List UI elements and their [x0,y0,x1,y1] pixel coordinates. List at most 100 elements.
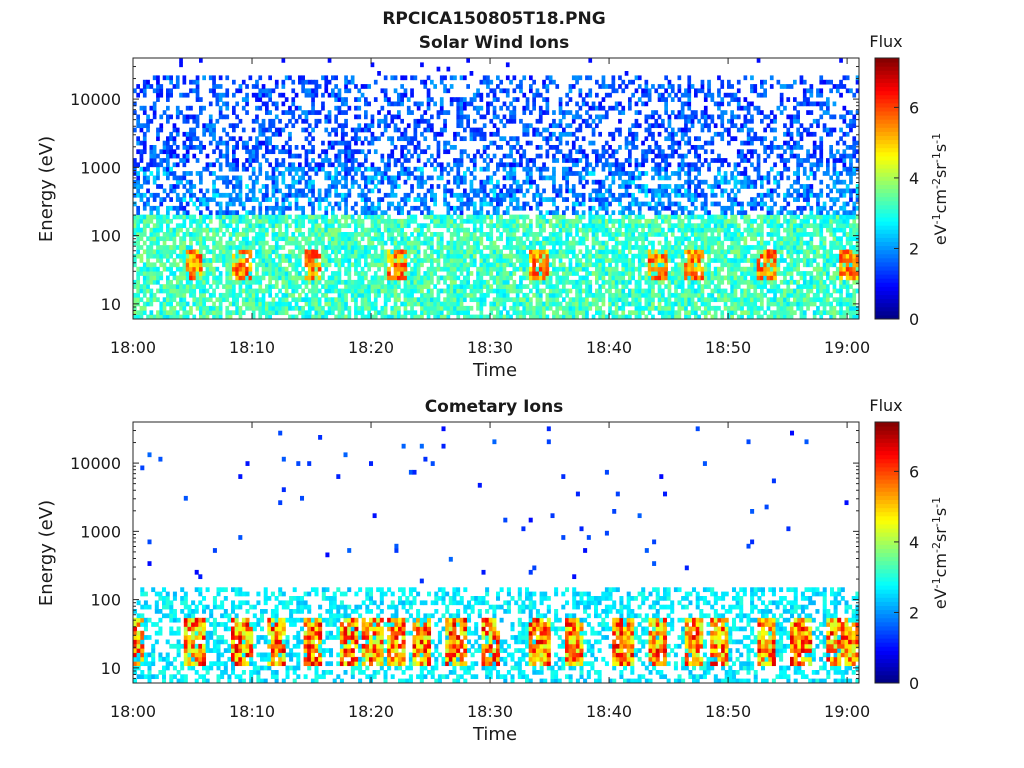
spectrogram-cell [195,240,200,246]
spectrogram-cell [525,301,530,307]
spectrogram-cell [423,201,428,207]
spectrogram-cell [185,266,190,272]
spectrogram-cell [542,245,546,250]
spectrogram-cell [512,188,517,194]
spectrogram-cell [496,227,500,233]
spectrogram-cell [133,292,137,298]
spectrogram-cell [542,253,546,259]
spectrogram-cell [185,131,190,137]
spectrogram-cell [416,227,421,233]
spectrogram-cell [604,149,609,155]
spectrogram-cell [357,214,362,220]
spectrogram-cell [420,227,424,233]
spectrogram-cell [258,201,263,207]
spectrogram-cell [222,284,226,289]
spectrogram-cell [149,301,154,307]
spectrogram-cell [472,136,477,142]
spectrogram-cell [185,171,190,176]
spectrogram-cell [608,310,612,316]
spectrogram-cell [377,279,381,285]
spectrogram-cell [192,288,197,294]
spectrogram-cell [525,166,530,172]
spectrogram-cell [311,279,315,285]
spectrogram-cell [340,279,345,285]
spectrogram-cell [406,110,411,115]
spectrogram-cell [621,214,626,220]
spectrogram-cell [189,240,193,246]
spectrogram-cell [403,127,408,133]
spectrogram-cell [578,192,583,198]
spectrogram-cell [298,275,302,281]
spectrogram-cell [357,192,362,198]
spectrogram-cell [373,214,378,220]
spectrogram-cell [538,114,543,120]
spectrogram-cell [502,227,507,233]
spectrogram-cell [139,236,144,242]
spectrogram-cell [489,131,494,137]
spectrogram-cell [538,232,543,237]
spectrogram-cell [146,201,150,207]
spectrogram-cell [314,275,319,281]
spectrogram-cell [380,131,385,137]
spectrogram-cell [383,210,388,216]
spectrogram-cell [393,284,398,289]
spectrogram-cell [212,305,216,311]
spectrogram-cell [304,118,309,124]
spectrogram-cell [581,301,586,307]
spectrogram-cell [525,266,530,272]
spectrogram-cell [228,123,233,129]
spectrogram-cell [390,184,395,189]
spectrogram-cell [621,314,626,320]
spectrogram-cell [482,292,487,298]
spectrogram-cell [222,245,226,250]
spectrogram-cell [469,305,474,311]
spectrogram-cell [621,301,626,307]
spectrogram-cell [311,127,315,133]
spectrogram-cell [413,149,418,155]
spectrogram-cell [172,305,177,311]
spectrogram-cell [611,75,616,81]
spectrogram-cell [489,236,494,242]
spectrogram-cell [232,153,236,159]
spectrogram-cell [446,162,451,168]
spectrogram-cell [545,175,550,181]
spectrogram-cell [601,262,606,268]
spectrogram-cell [208,292,213,298]
spectrogram-cell [552,197,556,202]
spectrogram-cell [364,127,368,133]
spectrogram-cell [182,236,187,242]
spectrogram-cell [502,258,507,263]
spectrogram-cell [314,162,319,168]
spectrogram-cell [486,271,490,276]
spectrogram-cell [199,275,203,281]
spectrogram-cell [403,131,408,137]
spectrogram-cell [327,184,332,189]
spectrogram-cell [321,92,325,98]
spectrogram-cell [189,284,193,289]
spectrogram-cell [354,223,358,229]
spectrogram-cell [172,123,177,129]
spectrogram-cell [284,123,289,129]
spectrogram-cell [317,279,322,285]
spectrogram-cell [354,279,358,285]
spectrogram-cell [314,279,319,285]
spectrogram-cell [166,166,170,172]
spectrogram-cell [327,275,332,281]
spectrogram-cell [492,171,497,176]
spectrogram-cell [476,227,480,233]
spectrogram-cell [152,253,157,259]
spectrogram-cell [142,223,147,229]
spectrogram-cell [212,275,216,281]
spectrogram-cell [301,166,305,172]
spectrogram-cell [449,101,454,107]
spectrogram-cell [548,288,553,294]
spectrogram-cell [608,188,612,194]
spectrogram-cell [179,301,183,307]
spectrogram-cell [585,153,589,159]
spectrogram-cell [149,314,154,320]
spectrogram-cell [604,201,609,207]
spectrogram-cell [159,253,164,259]
spectrogram-cell [169,314,173,320]
spectrogram-cell [133,305,137,311]
spectrogram-cell [307,227,312,233]
